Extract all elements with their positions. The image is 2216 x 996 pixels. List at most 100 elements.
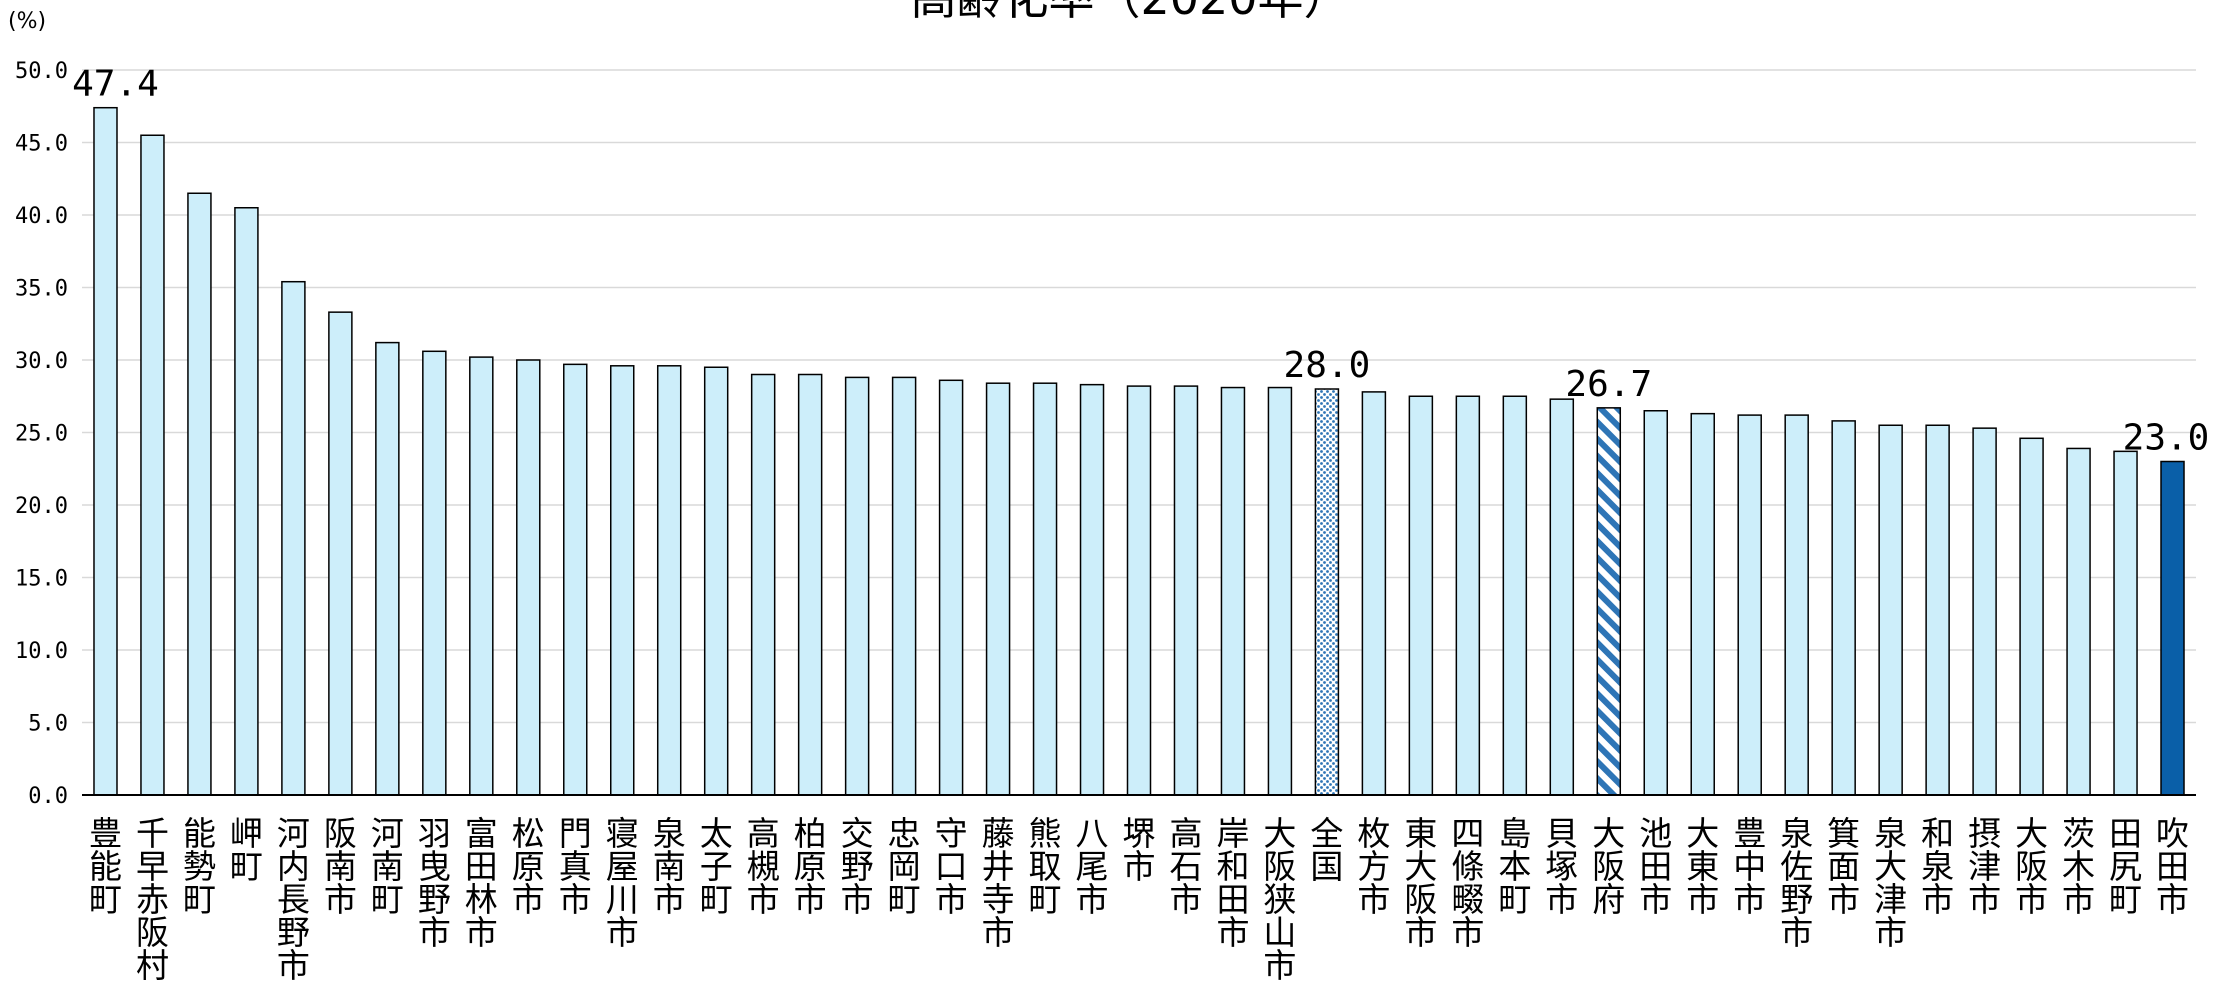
y-tick-label: 0.0 (28, 784, 68, 809)
category-label: 富田林市 (465, 814, 498, 952)
category-label: 藤井寺市 (982, 814, 1015, 952)
bar (1643, 410, 1669, 796)
bar (140, 134, 165, 796)
category-label: 池田市 (1639, 814, 1672, 919)
bar (1455, 395, 1481, 796)
bar (1032, 382, 1058, 796)
category-label: 豊中市 (1733, 814, 1766, 919)
category-label: 太子町 (700, 814, 733, 919)
bar (328, 311, 353, 796)
y-tick-label: 50.0 (15, 59, 68, 84)
bar (1408, 395, 1434, 796)
bar (516, 359, 541, 796)
y-axis-ticks: 0.0 5.0 10.0 15.0 20.0 25.0 30.0 35.0 40.0 45.0 50… (15, 59, 68, 809)
bar (93, 106, 118, 796)
bar (563, 363, 588, 796)
category-label: 泉南市 (653, 814, 686, 919)
data-label: 23.0 (2123, 418, 2210, 459)
bar (1972, 427, 1997, 796)
category-label: 千早赤阪村 (136, 814, 169, 985)
y-axis-unit-label: (%) (8, 9, 46, 34)
y-tick-label: 40.0 (15, 204, 68, 229)
bar (1690, 412, 1715, 796)
bars (93, 106, 2185, 796)
category-label: 茨木市 (2062, 814, 2095, 919)
bar (1784, 414, 1809, 796)
bar (1502, 395, 1528, 796)
bar (2019, 437, 2044, 796)
category-label: 全国 (1310, 814, 1343, 886)
bar (1549, 398, 1575, 796)
y-tick-label: 10.0 (15, 639, 68, 664)
bar (609, 365, 635, 796)
bar (187, 192, 212, 796)
y-tick-label: 45.0 (15, 132, 68, 157)
bar (1831, 420, 1856, 796)
category-label: 泉大津市 (1874, 814, 1907, 952)
category-label: 和泉市 (1921, 814, 1954, 919)
bar (656, 365, 682, 796)
category-label: 田尻町 (2109, 814, 2142, 919)
category-label: 守口市 (935, 814, 968, 919)
data-label: 26.7 (1565, 364, 1652, 405)
category-label: 岬町 (230, 814, 263, 886)
category-label: 河南町 (371, 814, 404, 919)
bar (1596, 407, 1622, 796)
category-label: 阪南市 (324, 814, 357, 919)
category-label: 寝屋川市 (606, 814, 639, 952)
bar (2160, 460, 2185, 796)
y-tick-label: 30.0 (15, 349, 68, 374)
category-label: 河内長野市 (277, 814, 310, 985)
data-label: 47.4 (72, 64, 159, 105)
y-tick-label: 15.0 (15, 567, 68, 592)
bar (1314, 388, 1340, 796)
category-label: 大阪狭山市 (1263, 814, 1296, 985)
bar (797, 373, 823, 796)
bar (1220, 386, 1246, 796)
category-label: 熊取町 (1029, 814, 1062, 919)
y-tick-label: 5.0 (28, 712, 68, 737)
category-label: 交野市 (841, 814, 874, 919)
bar (844, 376, 870, 796)
category-label: 堺市 (1123, 814, 1156, 886)
category-label: 門真市 (559, 814, 592, 919)
bar (750, 373, 776, 796)
category-label: 高石市 (1169, 814, 1202, 919)
bar (281, 280, 306, 796)
bar (1126, 385, 1152, 796)
bar (422, 350, 447, 796)
bar (2066, 447, 2091, 796)
category-label: 吹田市 (2156, 814, 2189, 919)
bar (938, 379, 964, 796)
bar (891, 376, 917, 796)
bar (375, 341, 400, 796)
category-label: 大東市 (1686, 814, 1719, 919)
y-tick-label: 35.0 (15, 277, 68, 302)
bar (1925, 424, 1950, 796)
bar (1079, 383, 1105, 796)
bar (1173, 385, 1199, 796)
category-label: 箕面市 (1827, 814, 1860, 919)
category-label: 貝塚市 (1545, 814, 1578, 919)
category-label: 岸和田市 (1216, 814, 1249, 952)
data-labels: 47.4 28.0 26.7 23.0 (72, 64, 2209, 459)
category-label: 島本町 (1498, 814, 1531, 919)
category-label: 高槻市 (747, 814, 780, 919)
category-label: 大阪市 (2015, 814, 2048, 919)
category-label: 松原市 (512, 814, 545, 919)
category-label: 四條畷市 (1451, 814, 1484, 952)
category-label: 能勢町 (183, 814, 216, 919)
category-label: 泉佐野市 (1780, 814, 1813, 952)
chart-title: 高齢化率（2020年） (910, 0, 1349, 25)
category-label: 東大阪市 (1404, 814, 1437, 952)
category-label: 摂津市 (1968, 814, 2001, 919)
bar (1737, 414, 1762, 796)
y-tick-label: 25.0 (15, 422, 68, 447)
category-label: 柏原市 (794, 814, 827, 919)
bar (1361, 391, 1387, 796)
category-label: 八尾市 (1076, 814, 1109, 919)
data-label: 28.0 (1284, 345, 1371, 386)
category-label: 忠岡町 (888, 814, 921, 919)
y-tick-label: 20.0 (15, 494, 68, 519)
